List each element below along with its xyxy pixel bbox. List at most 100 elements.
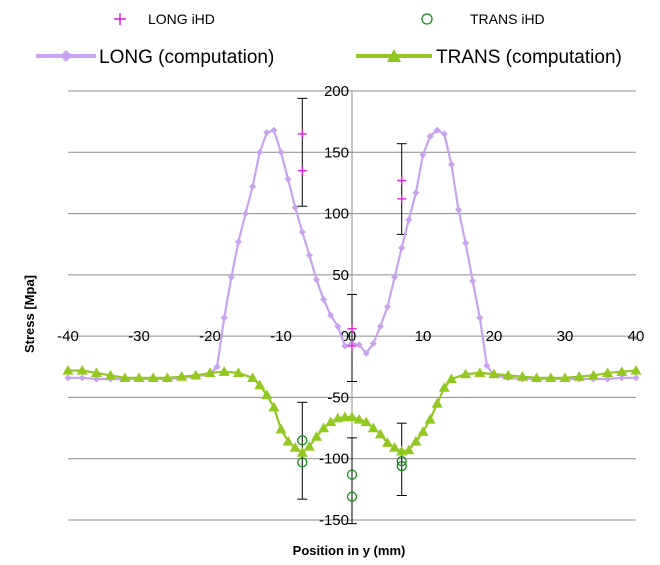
data-point	[249, 183, 257, 191]
error-bar	[347, 437, 357, 525]
data-point	[204, 367, 216, 378]
measurement-point	[347, 324, 357, 334]
data-point	[559, 372, 571, 382]
data-point	[360, 416, 372, 427]
data-point	[62, 364, 74, 375]
data-point	[369, 339, 377, 347]
data-point	[78, 374, 86, 382]
data-point	[176, 371, 188, 381]
data-point	[616, 366, 628, 376]
data-point	[502, 369, 514, 380]
x-tick-label: -20	[199, 328, 221, 345]
data-point	[303, 440, 315, 451]
data-point	[133, 372, 145, 382]
data-point	[410, 436, 422, 446]
data-point	[382, 437, 393, 447]
x-axis-title: Position in y (mm)	[293, 543, 406, 558]
data-point	[76, 364, 88, 375]
legend-label-long-computation: LONG (computation)	[99, 47, 274, 68]
y-tick-label: 100	[324, 206, 349, 223]
data-point	[289, 442, 301, 452]
x-tick-label: 20	[486, 328, 503, 345]
legend-label-long-ihd: LONG iHD	[148, 11, 215, 27]
measurement-point	[347, 341, 357, 351]
data-point	[462, 239, 470, 247]
data-point	[417, 426, 429, 436]
y-axis-title: Stress [Mpa]	[22, 275, 37, 353]
data-point	[284, 175, 292, 183]
legend-label-trans-ihd: TRANS iHD	[470, 11, 545, 27]
data-point	[426, 132, 434, 140]
measurement-point	[397, 175, 407, 185]
data-point	[474, 367, 486, 378]
data-point	[545, 372, 557, 382]
data-point	[282, 436, 294, 446]
measurement-point	[297, 129, 307, 139]
x-tick-label: 10	[415, 328, 432, 345]
data-point	[431, 398, 443, 408]
data-point	[327, 311, 335, 319]
data-point	[339, 411, 351, 422]
data-point	[419, 151, 427, 159]
error-bar	[347, 293, 357, 382]
data-point	[263, 129, 271, 137]
data-point	[438, 382, 450, 392]
data-point	[318, 422, 330, 433]
data-point	[247, 372, 259, 382]
measurement-trans-ihd	[297, 435, 407, 502]
y-tick-label: -100	[319, 451, 349, 468]
data-point	[325, 416, 337, 427]
data-point	[341, 342, 349, 350]
data-point	[412, 189, 420, 197]
data-point	[242, 210, 249, 218]
series-group	[62, 126, 642, 457]
x-tick-label: -30	[128, 328, 150, 345]
measurement-points	[297, 129, 407, 502]
data-point	[232, 367, 244, 378]
measurement-point	[397, 194, 407, 204]
data-point	[362, 349, 370, 357]
x-tick-label: 40	[628, 328, 645, 345]
data-point	[602, 367, 614, 378]
data-point	[632, 374, 640, 382]
data-point	[353, 413, 365, 424]
measurement-long-ihd	[297, 129, 407, 351]
data-point	[334, 322, 342, 330]
x-tick-label: 30	[557, 328, 574, 345]
error-bar	[396, 143, 407, 235]
data-point	[403, 444, 415, 455]
data-point	[298, 228, 306, 236]
data-point	[218, 366, 230, 376]
legend-label-trans-computation: TRANS (computation)	[436, 47, 622, 68]
error-bars	[297, 97, 407, 525]
y-tick-label: 0	[341, 328, 349, 345]
data-point	[190, 369, 202, 380]
y-tick-label: -150	[319, 512, 349, 529]
measurement-point	[297, 457, 308, 468]
data-point	[268, 401, 280, 412]
data-point	[119, 372, 131, 382]
data-point	[305, 251, 313, 259]
y-tick-label: 50	[332, 267, 349, 284]
data-point	[275, 423, 287, 434]
data-point	[587, 369, 599, 380]
legend-item-trans-computation: TRANS (computation)	[356, 47, 622, 68]
data-point	[277, 148, 285, 156]
data-point	[261, 389, 273, 400]
data-point	[424, 413, 436, 424]
data-point	[367, 422, 379, 433]
measurement-point	[297, 435, 308, 446]
data-point	[346, 411, 358, 422]
measurement-point	[297, 166, 307, 176]
measurement-point	[396, 456, 407, 467]
data-point	[516, 371, 528, 381]
data-point	[296, 447, 308, 457]
data-point	[311, 431, 322, 441]
y-tick-label: 150	[324, 144, 349, 161]
x-tick-label: -40	[57, 328, 79, 345]
legend-item-trans-ihd: TRANS iHD	[421, 11, 545, 27]
data-point	[64, 374, 72, 382]
x-tick-label: -10	[270, 328, 292, 345]
